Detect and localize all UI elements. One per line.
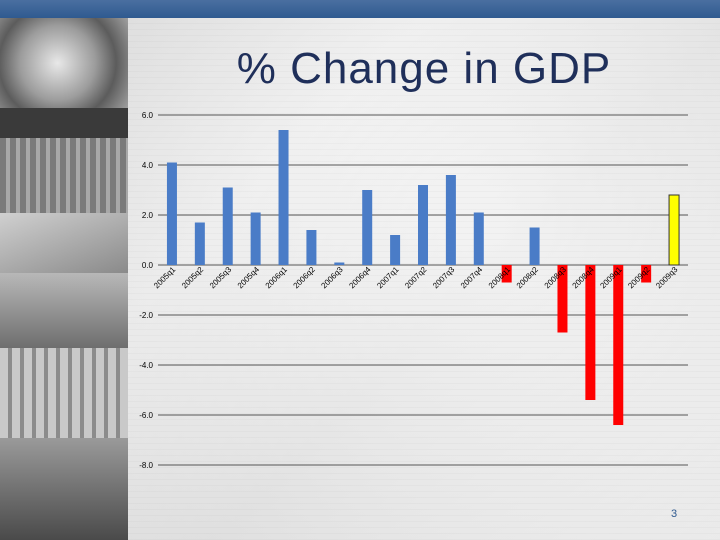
bar-2005q4 <box>250 212 261 265</box>
x-tick-label: 2009q3 <box>654 265 680 291</box>
bar-2007q2 <box>418 185 428 265</box>
x-axis-tick-labels: 2005q1 2005q2 2005q3 2005q4 2006q1 2006q2 2006… <box>152 265 680 291</box>
y-tick-label: 6.0 <box>142 111 154 120</box>
y-tick-label: 4.0 <box>142 161 154 170</box>
x-tick-label: 2006q2 <box>292 265 318 291</box>
x-tick-label: 2006q3 <box>319 265 345 291</box>
x-tick-label: 2008q2 <box>515 265 541 291</box>
trading-floor-image <box>0 273 128 348</box>
x-tick-label: 2005q1 <box>152 265 178 291</box>
x-tick-label: 2006q1 <box>264 265 290 291</box>
x-tick-label: 2006q4 <box>347 265 373 291</box>
page-title: % Change in GDP <box>236 44 612 93</box>
x-tick-label: 2007q1 <box>375 265 401 291</box>
y-tick-label: 0.0 <box>142 261 154 270</box>
x-tick-label: 2007q2 <box>403 265 429 291</box>
y-tick-label: -4.0 <box>139 361 153 370</box>
bar-2006q4 <box>362 190 373 265</box>
slide-number: 3 <box>670 508 678 520</box>
x-tick-label: 2005q2 <box>180 265 206 291</box>
federal-building-image <box>0 348 128 438</box>
bar-2006q3 <box>334 262 345 265</box>
bar-2009q1 <box>613 265 624 425</box>
bar-2007q4 <box>473 212 484 265</box>
bar-2008q3 <box>557 265 568 333</box>
gridlines <box>158 114 688 466</box>
bar-2005q1 <box>166 162 177 265</box>
currency-image <box>0 213 128 273</box>
bar-2006q2 <box>306 230 317 265</box>
shipping-containers-image <box>0 138 128 213</box>
bar-2005q3 <box>222 187 233 265</box>
y-tick-label: 2.0 <box>142 211 154 220</box>
retail-sale-image <box>0 438 128 540</box>
globe-image <box>0 18 128 108</box>
bar-2009q3 <box>668 194 680 266</box>
bars <box>166 130 680 425</box>
x-tick-label: 2005q4 <box>236 265 262 291</box>
bar-2005q2 <box>194 222 205 265</box>
x-tick-label: 2007q4 <box>459 265 485 291</box>
top-banner <box>0 0 720 18</box>
y-tick-label: -6.0 <box>139 411 153 420</box>
bar-2007q3 <box>445 175 456 265</box>
finance-photo-collage <box>0 18 128 540</box>
y-tick-label: -2.0 <box>139 311 153 320</box>
x-tick-label: 2007q3 <box>431 265 457 291</box>
bar-2008q2 <box>529 227 540 265</box>
bar-2006q1 <box>278 130 289 265</box>
bar-2009q2 <box>641 265 652 283</box>
bar-2008q1 <box>501 265 512 283</box>
x-tick-label: 2005q3 <box>208 265 234 291</box>
bar-2008q4 <box>585 265 596 400</box>
bar-2007q1 <box>390 235 401 265</box>
y-axis-tick-labels: 6.0 4.0 2.0 0.0 -2.0 -4.0 -6.0 -8.0 <box>139 111 153 470</box>
y-tick-label: -8.0 <box>139 461 153 470</box>
wall-street-sign-image <box>0 108 128 138</box>
